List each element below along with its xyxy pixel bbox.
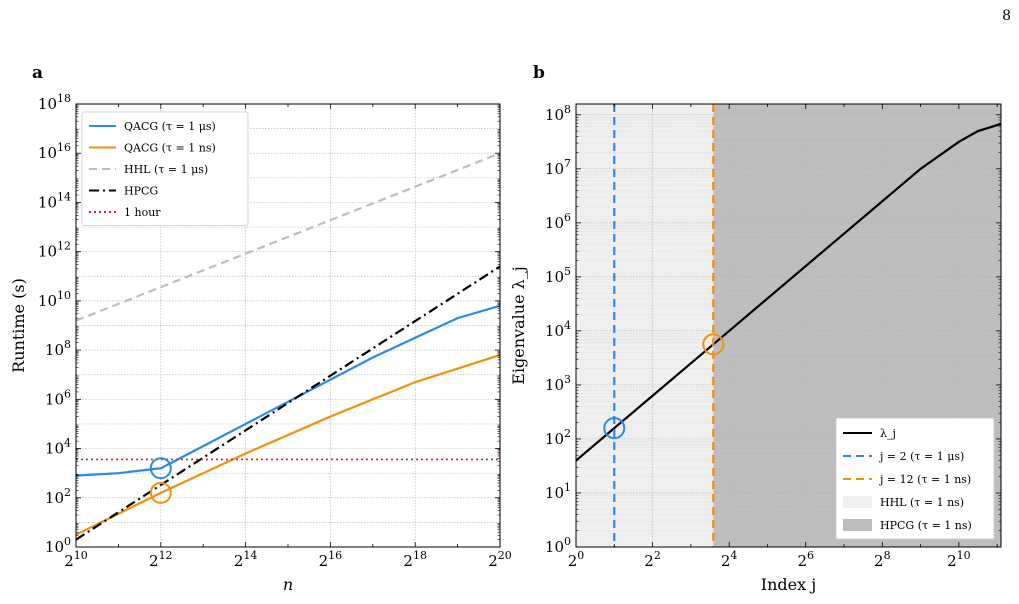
legend-label: QACG (τ = 1 ns) (124, 142, 216, 155)
panel-a-ylabel: Runtime (s) (9, 278, 28, 373)
y-tick-label: 1018 (38, 92, 71, 113)
x-tick-label: 20 (568, 549, 585, 570)
panel-b-legend: λ_jj = 2 (τ = 1 μs) j = 12 (τ = 1 ns) HHL … (835, 417, 995, 540)
x-tick-label: 22 (644, 549, 661, 570)
panel-b-xlabel: Index j (761, 575, 816, 594)
fill-region-0 (576, 104, 714, 547)
legend-label: HPCG (τ = 1 ns) (880, 519, 972, 532)
legend-label: HHL (τ = 1 ns) (880, 496, 964, 509)
legend-box (81, 111, 249, 226)
panel-a: a 210 212 214 216 218 220 100 102 104 106 108 1010 1… (9, 63, 512, 594)
y-tick-label: 104 (45, 437, 71, 458)
marker-circle-0 (149, 457, 172, 480)
panel-b: b 20 22 24 26 28 210 100 101 102 103 104 105 106 107 1… (509, 63, 1002, 594)
y-tick-label: 108 (545, 103, 571, 124)
marker-circle-1 (702, 333, 725, 356)
y-tick-label: 1016 (38, 141, 71, 162)
page-number: 8 (1002, 8, 1011, 24)
x-tick-label: 212 (149, 549, 173, 570)
legend-label: λ_j (880, 427, 896, 440)
panel-a-series (75, 152, 501, 541)
legend-label: HPCG (124, 185, 158, 198)
y-tick-label: 101 (545, 481, 571, 502)
series-line-2 (75, 152, 501, 322)
x-tick-label: 210 (947, 549, 971, 570)
marker-circle-1 (149, 481, 172, 504)
x-tick-label: 210 (64, 549, 88, 570)
legend-label: HHL (τ = 1 μs) (124, 163, 208, 176)
y-tick-label: 1014 (38, 190, 71, 211)
x-tick-label: 28 (874, 549, 891, 570)
y-tick-label: 104 (545, 319, 571, 340)
series-line-0 (575, 122, 1002, 462)
x-tick-label: 218 (403, 549, 427, 570)
panel-b-series (575, 104, 1002, 547)
y-tick-label: 107 (545, 157, 571, 178)
panel-b-label: b (533, 63, 545, 83)
x-tick-label: 214 (234, 549, 258, 570)
y-tick-label: 106 (45, 387, 71, 408)
legend-box (835, 417, 995, 540)
y-tick-label: 106 (545, 211, 571, 232)
y-tick-label: 1012 (38, 240, 71, 261)
y-tick-label: 102 (45, 486, 71, 507)
legend-label: QACG (τ = 1 μs) (124, 120, 216, 133)
series-line-1 (75, 353, 501, 536)
panel-a-ticks: 210 212 214 216 218 220 100 102 104 106 108 1010 101… (38, 92, 512, 570)
y-tick-label: 100 (45, 535, 71, 556)
y-tick-label: 105 (545, 265, 571, 286)
panel-a-legend: QACG (τ = 1 μs) QACG (τ = 1 ns) HHL (τ = 1… (81, 111, 249, 226)
series-line-3 (75, 265, 501, 541)
panel-b-frame (575, 103, 1002, 548)
panel-b-markers (603, 333, 725, 440)
legend-label: 1 hour (124, 206, 161, 219)
y-tick-label: 102 (545, 427, 571, 448)
series-line-0 (75, 304, 501, 477)
x-tick-label: 26 (797, 549, 814, 570)
x-tick-label: 220 (488, 549, 512, 570)
x-tick-label: 24 (721, 549, 738, 570)
y-tick-label: 1010 (38, 289, 71, 310)
marker-circle-0 (603, 417, 626, 440)
legend-patch (843, 519, 872, 531)
y-tick-label: 103 (545, 373, 571, 394)
panel-a-label: a (32, 63, 43, 83)
legend-patch (843, 496, 872, 508)
panel-b-ylabel: Eigenvalue λ_j (509, 266, 528, 384)
panel-a-xlabel: n (283, 575, 293, 594)
legend-label: j = 12 (τ = 1 ns) (878, 473, 971, 486)
x-tick-label: 216 (319, 549, 343, 570)
legend-label: j = 2 (τ = 1 μs) (878, 450, 964, 463)
y-tick-label: 108 (45, 338, 71, 359)
panel-a-markers (149, 457, 172, 504)
panel-b-ticks: 20 22 24 26 28 210 100 101 102 103 104 105 106 107 108 (545, 103, 1001, 570)
y-tick-label: 100 (545, 535, 571, 556)
